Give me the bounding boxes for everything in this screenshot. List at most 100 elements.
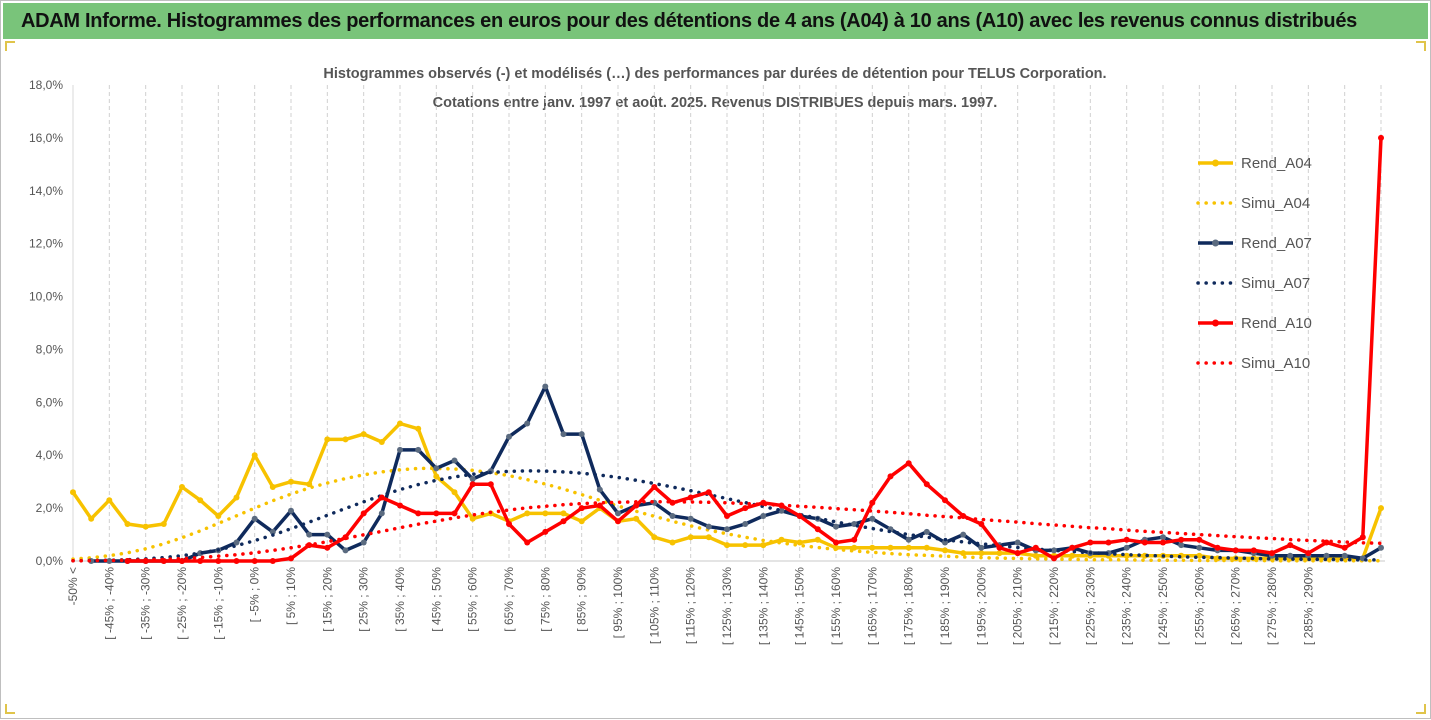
data-point xyxy=(524,510,531,517)
legend-item-Simu_A04: Simu_A04 xyxy=(1196,195,1310,212)
x-tick-label: [ -25% ; -20% xyxy=(175,567,189,640)
legend-label: Simu_A07 xyxy=(1241,275,1310,292)
data-point xyxy=(233,539,240,546)
data-point xyxy=(942,547,948,554)
data-point xyxy=(1014,539,1021,546)
data-point xyxy=(596,502,603,509)
data-point xyxy=(669,539,676,546)
data-point xyxy=(160,521,167,527)
x-tick-label: [ 105% ; 110% xyxy=(647,567,661,644)
data-point xyxy=(942,497,948,504)
data-point xyxy=(742,542,749,549)
data-point xyxy=(306,481,313,488)
data-point xyxy=(88,515,95,522)
x-tick-label: [ 235% ; 240% xyxy=(1120,567,1134,645)
y-tick-label: 8,0% xyxy=(36,342,64,356)
data-point xyxy=(687,534,694,541)
data-point xyxy=(1378,505,1384,512)
data-point xyxy=(524,539,531,546)
series-Simu_A10 xyxy=(71,500,1383,563)
y-tick-label: 10,0% xyxy=(29,290,63,304)
x-tick-label: [ 45% ; 50% xyxy=(429,567,443,632)
data-point xyxy=(960,513,967,519)
x-tick-label: [ 25% ; 30% xyxy=(357,567,371,632)
data-point xyxy=(996,550,1003,557)
y-tick-label: 14,0% xyxy=(29,184,63,198)
data-point xyxy=(978,521,985,527)
data-point xyxy=(833,539,839,546)
x-tick-label: [ 175% ; 180% xyxy=(902,567,916,645)
data-point xyxy=(1087,539,1094,546)
report-banner: ADAM Informe. Histogrammes des performan… xyxy=(3,3,1428,39)
data-point xyxy=(687,494,694,501)
data-point xyxy=(560,510,567,517)
x-tick-label: [ 255% ; 260% xyxy=(1192,567,1206,645)
data-point xyxy=(905,536,912,543)
data-point xyxy=(1378,134,1384,141)
x-tick-label: [ 155% ; 160% xyxy=(829,567,843,645)
chart-subtitle: Cotations entre janv. 1997 et août. 2025… xyxy=(433,95,998,111)
data-point xyxy=(923,544,930,551)
data-point xyxy=(724,542,730,549)
data-point xyxy=(70,489,76,496)
data-point xyxy=(578,518,585,525)
data-point xyxy=(1123,552,1130,559)
data-point xyxy=(978,550,985,557)
legend-label: Simu_A10 xyxy=(1241,355,1310,372)
legend-label: Rend_A10 xyxy=(1241,315,1312,332)
x-tick-label: [ -45% ; -40% xyxy=(102,567,116,640)
x-tick-label: [ 165% ; 170% xyxy=(865,567,879,645)
data-point xyxy=(814,526,821,533)
data-point xyxy=(524,420,531,427)
series-lines xyxy=(70,134,1384,564)
data-point xyxy=(360,510,367,517)
legend-marker xyxy=(1212,159,1219,167)
data-point xyxy=(1032,552,1039,559)
data-point xyxy=(651,484,658,490)
data-point xyxy=(306,531,313,538)
legend-marker xyxy=(1212,319,1219,327)
data-point xyxy=(760,513,767,519)
x-tick-label: [ 215% ; 220% xyxy=(1047,567,1061,645)
data-point xyxy=(506,521,512,527)
data-point xyxy=(397,446,403,453)
data-point xyxy=(669,513,676,519)
data-point xyxy=(397,502,403,509)
data-point xyxy=(342,436,349,443)
data-point xyxy=(1069,552,1076,559)
data-point xyxy=(1178,536,1185,543)
x-tick-label: [ 5% ; 10% xyxy=(284,567,298,625)
data-point xyxy=(1196,536,1203,543)
data-point xyxy=(288,478,294,485)
data-point xyxy=(251,515,258,522)
y-tick-label: 16,0% xyxy=(29,131,63,145)
data-point xyxy=(124,521,131,527)
data-point xyxy=(923,528,930,535)
data-point xyxy=(233,494,240,501)
legend-item-Rend_A07: Rend_A07 xyxy=(1198,235,1312,252)
data-point xyxy=(1196,544,1203,551)
data-point xyxy=(451,510,458,517)
legend-item-Rend_A10: Rend_A10 xyxy=(1198,315,1312,332)
data-point xyxy=(106,497,113,504)
data-point xyxy=(1051,555,1057,562)
x-tick-label: [ 85% ; 90% xyxy=(575,567,589,632)
data-point xyxy=(288,507,294,514)
data-point xyxy=(596,486,603,493)
data-point xyxy=(451,457,458,464)
data-point xyxy=(269,558,276,564)
x-tick-label: [ 285% ; 290% xyxy=(1301,567,1315,645)
data-point xyxy=(215,513,222,519)
data-point xyxy=(578,505,585,512)
data-point xyxy=(778,507,785,514)
data-point xyxy=(433,510,440,517)
x-tick-label: [ 125% ; 130% xyxy=(720,567,734,645)
data-point xyxy=(742,521,749,527)
data-point xyxy=(978,544,985,551)
data-point xyxy=(1069,544,1076,551)
data-point xyxy=(724,526,730,533)
data-point xyxy=(415,425,422,432)
legend-label: Rend_A07 xyxy=(1241,235,1312,252)
data-point xyxy=(1032,544,1039,551)
